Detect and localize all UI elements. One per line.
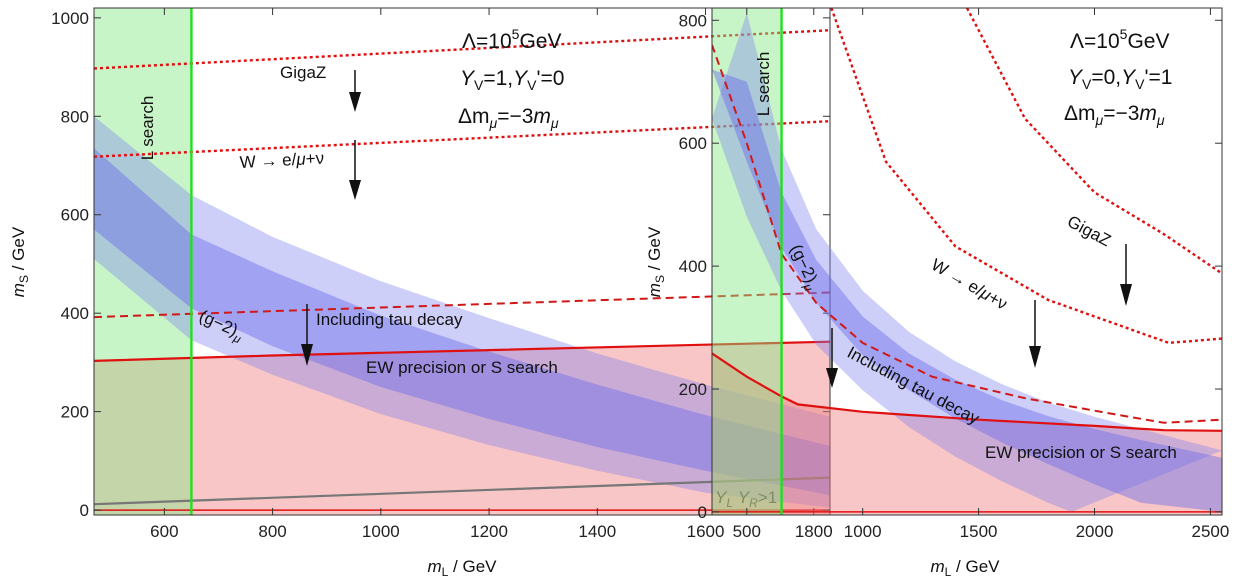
left-param-lambda: Λ=105GeV — [462, 26, 561, 53]
left-ylyr-label: YL YR>1 — [715, 488, 777, 510]
r-x-tick-label: 2000 — [1076, 522, 1114, 541]
r-g2-inner-band — [712, 69, 1222, 512]
l-x-tick-label: 1200 — [470, 522, 508, 541]
left-ew-label: EW precision or S search — [366, 358, 558, 377]
r-y-tick-label: 200 — [679, 380, 707, 399]
right-param-lambda: Λ=105GeV — [1070, 26, 1169, 53]
right-l-search-label: L search — [754, 52, 773, 117]
right-ew-label: EW precision or S search — [985, 443, 1177, 462]
r-x-tick-label: 500 — [733, 522, 761, 541]
l-y-tick-label: 1000 — [51, 9, 89, 28]
left-y-axis-label: mS / GeV — [9, 226, 31, 297]
l-x-tick-label: 1600 — [687, 522, 725, 541]
left-tau-label: Including tau decay — [316, 310, 463, 329]
l-y-tick-label: 200 — [61, 403, 89, 422]
l-y-tick-label: 400 — [61, 304, 89, 323]
right-x-axis-label: mL / GeV — [930, 557, 1000, 579]
r-y-tick-label: 0 — [698, 503, 707, 522]
l-x-tick-label: 1400 — [578, 522, 616, 541]
r-x-tick-label: 2500 — [1191, 522, 1229, 541]
r-x-tick-label: 1000 — [844, 522, 882, 541]
right-gigaz-arrowhead — [1120, 284, 1132, 306]
r-gigaz-line — [965, 8, 1222, 275]
right-gigaz-label: GigaZ — [1064, 212, 1114, 251]
left-gigaz-arrowhead — [349, 92, 361, 112]
right-tau-arrowhead — [826, 368, 838, 388]
right-w-decay-arrowhead — [1029, 346, 1041, 368]
left-param-dm: Δmμ=−3mμ — [458, 105, 559, 131]
r-y-tick-label: 400 — [679, 257, 707, 276]
r-w-decay-line — [830, 8, 1222, 345]
l-ylyr-line — [94, 476, 830, 506]
l-ew-excluded-region — [94, 341, 830, 515]
l-y-tick-label: 600 — [61, 206, 89, 225]
right-param-yukawa: YV=0,YV'=1 — [1068, 66, 1172, 92]
left-w-decay-arrowhead — [349, 180, 361, 200]
left-x-axis-label: mL / GeV — [427, 557, 497, 579]
left-gigaz-label: GigaZ — [280, 63, 326, 82]
r-y-tick-label: 600 — [679, 134, 707, 153]
left-tau-arrowhead — [301, 344, 313, 366]
l-x-tick-label: 800 — [258, 522, 286, 541]
left-l-search-label: L search — [138, 96, 157, 161]
l-gigaz-line — [94, 29, 830, 70]
right-chart: 500 1000 1500 2000 2500 0 200 400 600 800 mL / Ge… — [645, 7, 1229, 579]
l-x-tick-label: 600 — [150, 522, 178, 541]
l-g2-inner-band — [94, 148, 830, 496]
r-ew-precision-line — [712, 352, 1222, 432]
left-param-yukawa: YV=1,YV'=0 — [460, 67, 564, 93]
right-y-axis-label: mS / GeV — [645, 226, 667, 297]
l-x-tick-label: 1800 — [795, 522, 833, 541]
l-y-tick-label: 0 — [80, 501, 89, 520]
right-w-decay-label: W → e/μ+ν — [928, 255, 1011, 314]
left-plot-frame — [93, 7, 831, 516]
l-w-decay-line — [94, 120, 830, 158]
l-x-tick-label: 1000 — [362, 522, 400, 541]
right-param-dm: Δmμ=−3mμ — [1064, 102, 1165, 128]
r-l-search-region — [712, 8, 782, 515]
l-g2-outer-band — [94, 116, 830, 508]
l-y-tick-label: 800 — [61, 107, 89, 126]
r-ew-excluded-region — [712, 353, 1222, 515]
l-tau-decay-line — [94, 291, 830, 319]
l-l-search-region — [94, 8, 192, 515]
r-y-tick-label: 800 — [679, 11, 707, 30]
r-g2-outer-band — [712, 12, 1222, 512]
right-plot-frame — [711, 7, 1223, 516]
r-x-tick-label: 1500 — [960, 522, 998, 541]
left-chart: 600 800 1000 1200 1400 1600 1800 0 200 400 600 800 1… — [9, 7, 833, 579]
left-w-decay-label: W → e/μ+ν — [239, 149, 324, 172]
l-ew-precision-line — [94, 340, 830, 362]
r-tau-decay-line — [712, 44, 1222, 424]
